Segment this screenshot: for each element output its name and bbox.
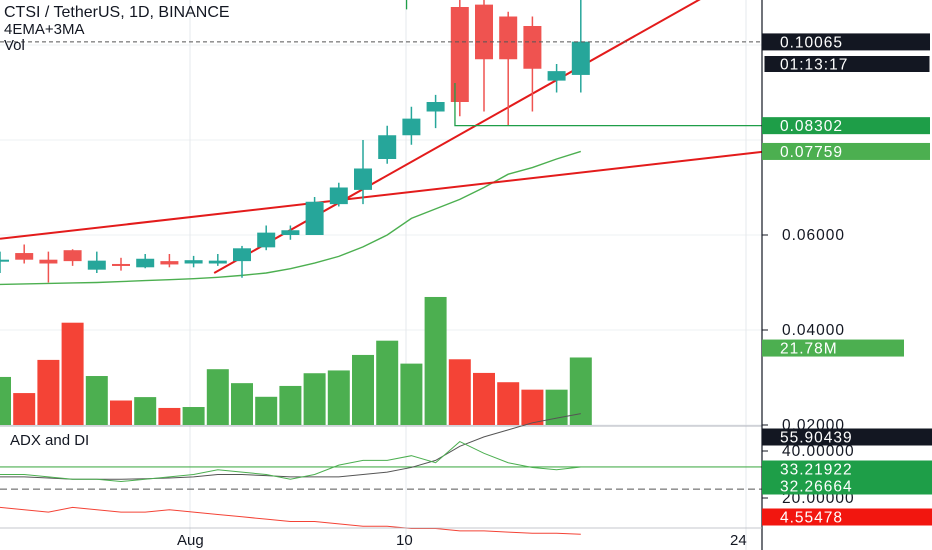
candle-body [450, 7, 469, 102]
volume-bar [424, 296, 447, 425]
candle-body [208, 260, 227, 264]
candle-body [329, 187, 348, 205]
adx-value-label: 32.26664 [780, 479, 853, 496]
volume-bar [303, 373, 326, 425]
candle-body [547, 71, 566, 81]
di-plus-line [0, 441, 581, 483]
volume-bar [110, 400, 132, 425]
ma-line [0, 150, 582, 286]
low-marker-line [454, 83, 762, 127]
adx-value-label: 55.90439 [780, 430, 853, 447]
volume-bar [158, 407, 181, 425]
adx-legend[interactable]: ADX and DI [10, 432, 90, 449]
volume-bar [497, 382, 520, 425]
price-tag-label: 0.08302 [780, 118, 843, 135]
volume-bar [521, 389, 544, 425]
adx-value-label: 4.55478 [780, 510, 843, 527]
candle-body [378, 135, 397, 159]
volume-bar [61, 322, 84, 425]
price-tick-label: 0.06000 [782, 227, 845, 244]
volume-bar [545, 389, 568, 425]
candle-body [281, 230, 300, 235]
candle-body [257, 232, 276, 248]
trend-line-upper [213, 0, 701, 274]
candle-body [523, 26, 542, 69]
volume-bar [206, 369, 229, 425]
candle-body [112, 263, 130, 266]
candle-body [63, 250, 82, 262]
adx-value-tag [762, 477, 932, 495]
price-tag [762, 33, 930, 51]
price-tag-label: 21.78M [780, 341, 838, 358]
candle-body [136, 258, 155, 268]
adx-value-tag [762, 508, 932, 526]
candle-body [87, 260, 106, 270]
volume-bar [0, 376, 11, 425]
symbol-legend[interactable]: CTSI / TetherUS, 1D, BINANCE [4, 4, 230, 21]
di-minus-line [0, 506, 581, 535]
price-tag [762, 339, 904, 357]
trend-line-lower [0, 150, 763, 240]
volume-bar [400, 363, 423, 425]
adx-tick-label: 40.00000 [782, 443, 855, 460]
time-tick-label: 10 [396, 532, 413, 549]
price-tag [762, 117, 930, 135]
volume-bar [182, 407, 205, 425]
candle-body [354, 168, 372, 190]
ema-ma-legend[interactable]: 4EMA+3MA [4, 21, 85, 38]
candle-body [39, 259, 58, 264]
time-tick-label: Aug [177, 532, 204, 549]
volume-bar [13, 393, 36, 425]
volume-bar [231, 383, 253, 425]
time-tick-label: 24 [730, 532, 747, 549]
candle-body [233, 248, 251, 262]
candle-body [184, 260, 203, 264]
adx-value-label: 33.21922 [780, 462, 853, 479]
candle-body [0, 259, 9, 262]
price-axis-bg [762, 0, 932, 550]
candle-body [160, 261, 179, 265]
volume-bar [37, 359, 60, 425]
volume-bar [473, 372, 495, 425]
volume-bar [352, 354, 374, 425]
volume-legend[interactable]: Vol [4, 37, 25, 54]
price-tag-label: 01:13:17 [780, 57, 848, 74]
price-tag-label: 0.10065 [780, 34, 843, 51]
price-tag [762, 142, 930, 160]
candle-body [305, 201, 324, 235]
volume-bar [134, 397, 157, 425]
candle-body [15, 253, 34, 260]
candle-body [426, 102, 445, 112]
price-tick-label: 0.04000 [782, 322, 845, 339]
adx-value-tag [762, 428, 932, 446]
volume-bar [327, 370, 350, 425]
volume-bar [376, 340, 399, 425]
volume-bar [448, 359, 471, 425]
adx-value-tag [762, 460, 932, 478]
candle-body [402, 118, 421, 136]
volume-bar [279, 385, 302, 425]
candle-body [499, 16, 518, 60]
volume-bar [255, 396, 278, 425]
candle-body [475, 4, 493, 60]
price-tag [763, 55, 931, 73]
price-tag-label: 0.07759 [780, 144, 843, 161]
candle-body [571, 41, 590, 75]
volume-bar [569, 357, 592, 425]
volume-bar [85, 376, 108, 425]
